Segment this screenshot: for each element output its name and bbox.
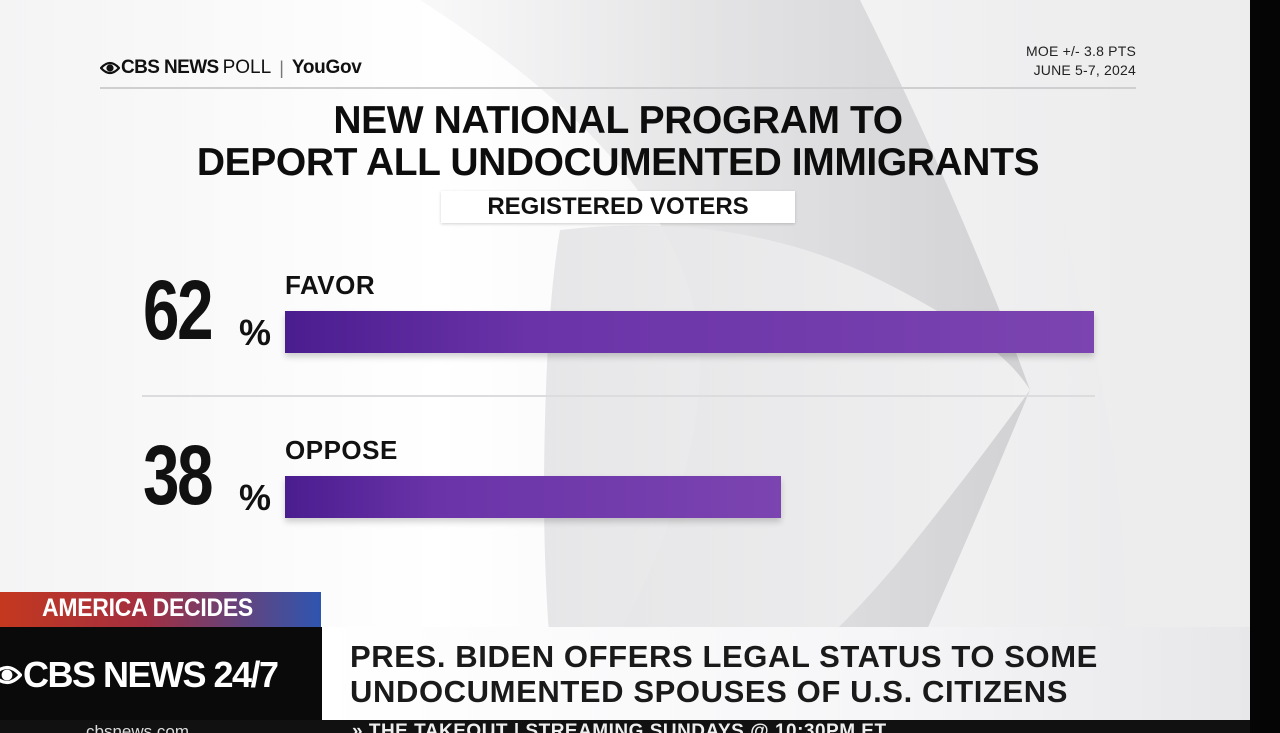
value-number-oppose: 38 (143, 428, 214, 522)
moe-text: MOE +/- 3.8 PTS (1026, 43, 1136, 59)
headline-text: PRES. BIDEN OFFERS LEGAL STATUS TO SOME … (350, 639, 1230, 709)
bar-favor (285, 311, 1094, 353)
bar-label-oppose: OPPOSE (285, 435, 398, 465)
percent-sign-oppose: % (239, 477, 272, 518)
title-line-1: NEW NATIONAL PROGRAM TO (333, 99, 903, 142)
title-line-2: DEPORT ALL UNDOCUMENTED IMMIGRANTS (196, 141, 1040, 184)
percent-sign-favor: % (239, 312, 272, 353)
headline-banner: PRES. BIDEN OFFERS LEGAL STATUS TO SOME … (322, 627, 1250, 720)
row-divider (142, 395, 1095, 397)
poll-dates: JUNE 5-7, 2024 (1033, 62, 1136, 78)
value-number-favor: 62 (143, 263, 214, 357)
bar-track-favor (285, 311, 1094, 353)
ticker-bar: cbsnews.com » THE TAKEOUT | STREAMING SU… (0, 720, 1250, 733)
ticker-site: cbsnews.com (86, 722, 189, 733)
poll-text: POLL (222, 57, 272, 78)
ticker-text: » THE TAKEOUT | STREAMING SUNDAYS @ 10:3… (352, 721, 887, 733)
cbs-poll-logo: CBS NEWS POLL | YouGov (100, 55, 362, 81)
network-logo: CBS NEWS 24/7 (0, 654, 279, 696)
screen-border (1250, 0, 1280, 733)
subtitle-badge: REGISTERED VOTERS (441, 191, 795, 223)
logo-separator: | (279, 57, 284, 78)
brand-text: CBS NEWS (121, 57, 219, 78)
header-divider (100, 87, 1136, 89)
section-tag: AMERICA DECIDES (0, 592, 321, 627)
bar-value-favor: 62 % (143, 262, 271, 359)
network-bug: CBS NEWS 24/7 (0, 627, 322, 720)
headline-line-2: UNDOCUMENTED SPOUSES OF U.S. CITIZENS (350, 674, 1069, 709)
network-name: CBS NEWS 24/7 (23, 654, 279, 695)
cbs-eye-icon (0, 665, 22, 685)
bar-label-favor: FAVOR (285, 270, 376, 300)
page-title: NEW NATIONAL PROGRAM TO DEPORT ALL UNDOC… (100, 100, 1136, 184)
bar-oppose (285, 476, 781, 518)
bar-value-oppose: 38 % (143, 427, 271, 524)
partner-logo-text: YouGov (291, 57, 362, 78)
bar-track-oppose (285, 476, 1094, 518)
margin-of-error: MOE +/- 3.8 PTS JUNE 5-7, 2024 (1026, 42, 1136, 80)
cbs-eye-icon (100, 61, 120, 75)
broadcast-frame: CBS NEWS POLL | YouGov MOE +/- 3.8 PTS J… (0, 0, 1250, 733)
headline-line-1: PRES. BIDEN OFFERS LEGAL STATUS TO SOME (350, 639, 1098, 674)
section-tag-text: AMERICA DECIDES (42, 594, 253, 622)
